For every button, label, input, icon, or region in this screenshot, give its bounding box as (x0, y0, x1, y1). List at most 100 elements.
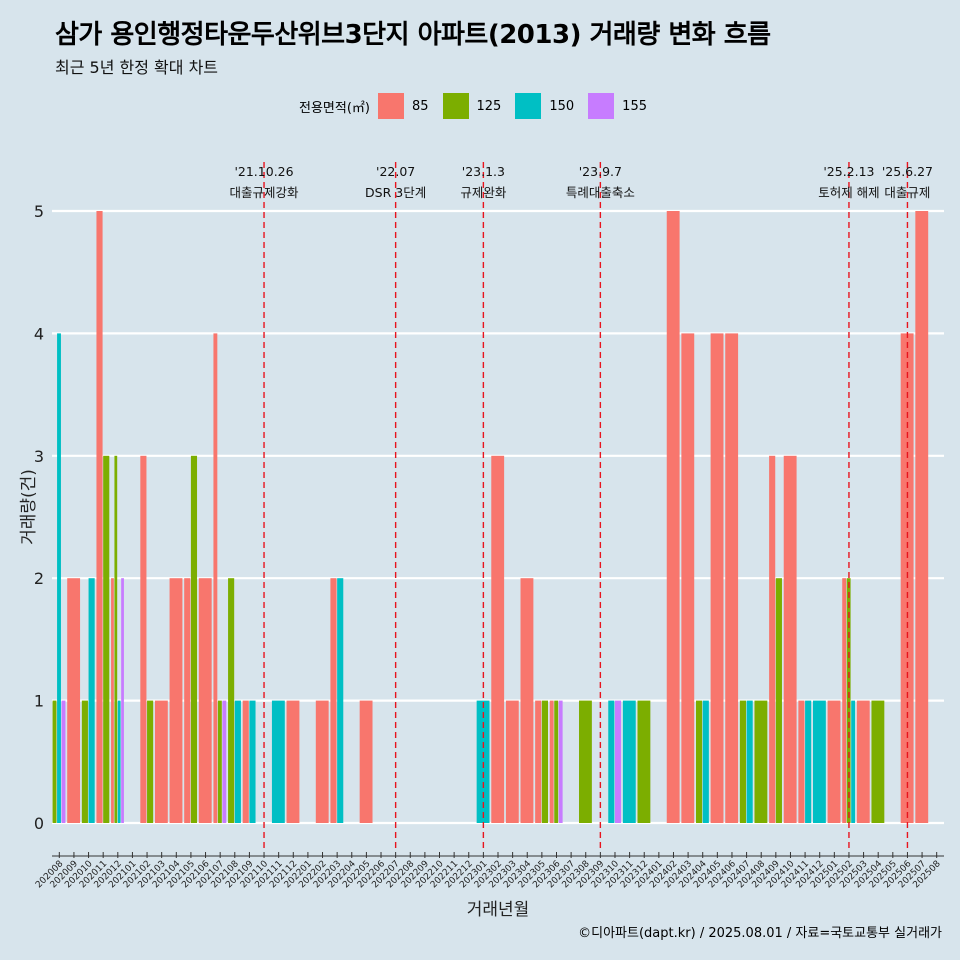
legend-item-125: 125 (442, 93, 502, 119)
legend-label-150: 150 (549, 98, 575, 114)
event-date: '22.07 (376, 164, 415, 179)
bar-150-202502 (851, 700, 856, 823)
bar-150-202310 (608, 700, 615, 823)
y-axis-title: 거래량(건) (19, 469, 39, 545)
bar-125-202504 (871, 700, 885, 823)
bar-150-202311 (622, 700, 636, 823)
bar-85-202106 (198, 578, 212, 823)
event-label: 규제완화 (460, 185, 507, 200)
legend-item-150: 150 (515, 93, 574, 119)
bar-85-202306 (549, 700, 554, 823)
event-date: '25.2.13 (823, 164, 874, 179)
bar-150-202411 (805, 700, 812, 823)
bar-85-202203 (330, 578, 337, 823)
bar-155-202008 (61, 700, 66, 823)
y-tick-label: 5 (34, 202, 44, 221)
bar-150-202407 (746, 700, 753, 823)
bar-125-202308 (579, 700, 592, 823)
bar-155-202012 (121, 578, 124, 823)
legend-swatch-125 (442, 93, 469, 119)
legend-item-155: 155 (588, 93, 647, 119)
bar-85-202503 (856, 700, 870, 823)
bar-85-202507 (915, 211, 929, 823)
event-date: '23.9.7 (579, 164, 622, 179)
bar-155-202107 (222, 700, 227, 823)
bar-85-202403 (681, 333, 695, 823)
bar-85-202303 (505, 700, 519, 823)
bar-125-202105 (190, 455, 198, 823)
bar-125-202409 (775, 578, 782, 823)
bar-85-202009 (67, 578, 81, 823)
bar-150-202010 (88, 578, 95, 823)
bar-85-202109 (242, 700, 249, 823)
event-date: '23.1.3 (462, 164, 505, 179)
bar-85-202102 (140, 455, 147, 823)
bar-150-202404 (702, 700, 709, 823)
legend-item-85: 85 (377, 93, 429, 119)
bar-85-202502 (842, 578, 847, 823)
y-tick-label: 0 (34, 814, 44, 833)
legend-title: 전용면적(㎡) (298, 100, 370, 116)
bar-85-202107 (213, 333, 218, 823)
x-axis-title: 거래년월 (467, 900, 530, 920)
bar-125-202312 (637, 700, 651, 823)
bar-85-202202 (315, 700, 329, 823)
legend: 전용면적(㎡) 85 125 150 155 (0, 93, 960, 119)
event-label: 토허제 해제 (818, 185, 879, 200)
bar-85-202411 (798, 700, 805, 823)
y-tick-label: 4 (34, 324, 44, 343)
source-caption: ©디아파트(dapt.kr) / 2025.08.01 / 자료=국토교통부 실… (578, 926, 942, 941)
y-tick-label: 2 (34, 569, 44, 588)
chart-title: 삼가 용인행정타운두산위브3단지 아파트(2013) 거래량 변화 흐름 (55, 20, 771, 50)
bar-155-202306 (558, 700, 563, 823)
event-label: 대출규제강화 (230, 185, 300, 200)
event-date: '21.10.26 (234, 164, 293, 179)
bar-85-202402 (666, 211, 680, 823)
legend-swatch-155 (588, 93, 615, 119)
bar-125-202010 (81, 700, 88, 823)
legend-swatch-85 (377, 93, 404, 119)
event-date: '25.6.27 (882, 164, 933, 179)
event-label: 특례대출축소 (566, 185, 635, 200)
bar-85-202011 (96, 211, 103, 823)
bar-85-202305 (535, 700, 542, 823)
bar-125-202008 (52, 700, 57, 823)
bar-85-202112 (286, 700, 300, 823)
chart-subtitle: 최근 5년 한정 확대 차트 (55, 58, 219, 77)
bar-155-202310 (614, 700, 622, 823)
bar-125-202102 (147, 700, 154, 823)
bar-125-202305 (541, 700, 548, 823)
bar-125-202011 (103, 455, 110, 823)
bar-85-202506 (900, 333, 914, 823)
bar-85-202302 (491, 455, 505, 823)
legend-label-85: 85 (411, 98, 429, 114)
bar-125-202502 (846, 578, 851, 823)
legend-swatch-150 (515, 93, 542, 119)
legend-label-155: 155 (622, 98, 647, 114)
bar-125-202108 (228, 578, 235, 823)
bar-150-202109 (249, 700, 256, 823)
bar-125-202306 (554, 700, 559, 823)
bar-125-202408 (754, 700, 768, 823)
bar-85-202103 (154, 700, 168, 823)
bar-85-202409 (769, 455, 776, 823)
bar-125-202012 (114, 455, 118, 823)
bar-125-202407 (739, 700, 746, 823)
bar-85-202405 (710, 333, 724, 823)
bar-150-202412 (812, 700, 826, 823)
bar-125-202404 (695, 700, 703, 823)
bar-85-202501 (827, 700, 841, 823)
bar-85-202012 (111, 578, 114, 823)
bar-85-202105 (184, 578, 191, 823)
event-label: 대출규제 (884, 185, 930, 200)
bar-85-202205 (359, 700, 373, 823)
bar-150-202008 (57, 333, 61, 823)
y-tick-label: 3 (34, 447, 44, 466)
bar-150-202012 (117, 700, 121, 823)
bar-150-202111 (271, 700, 285, 823)
bar-125-202107 (217, 700, 222, 823)
bar-150-202301 (476, 700, 490, 823)
legend-label-125: 125 (476, 98, 502, 114)
bar-85-202304 (520, 578, 534, 823)
